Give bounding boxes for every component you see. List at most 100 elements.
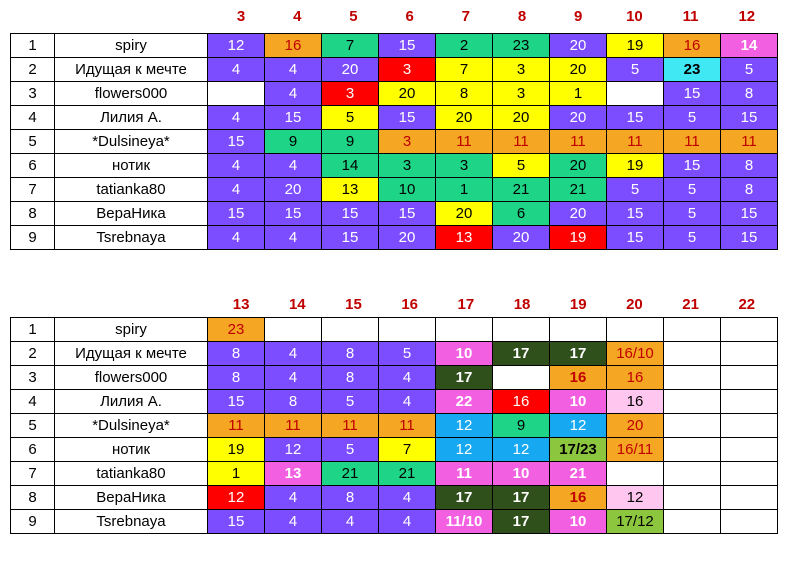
score-cell: 7 (435, 57, 493, 82)
player-name: tatianka80 (54, 177, 208, 202)
score-cell: 4 (378, 365, 436, 390)
score-cell: 20 (492, 225, 550, 250)
score-cell: 8 (321, 485, 379, 510)
score-cell: 1 (549, 81, 607, 106)
score-cell: 5 (663, 201, 721, 226)
score-cell: 21 (321, 461, 379, 486)
round-number: 12 (738, 8, 756, 25)
score-cell: 23 (492, 33, 550, 58)
score-cell (435, 317, 493, 342)
score-cell: 15 (321, 201, 379, 226)
round-number: 11 (682, 8, 699, 25)
score-cell: 8 (720, 177, 778, 202)
score-cell: 1 (207, 461, 265, 486)
row-number: 1 (10, 33, 55, 58)
score-cell: 1 (435, 177, 493, 202)
table-row: 4 Лилия А. 15 8 5 4 22 16 10 16 (10, 389, 778, 414)
score-cell: 4 (207, 225, 265, 250)
score-cell: 5 (321, 389, 379, 414)
player-name: Лилия А. (54, 105, 208, 130)
score-cell (663, 485, 721, 510)
round-number: 10 (626, 8, 643, 25)
score-cell (720, 437, 778, 462)
row-number: 8 (10, 485, 55, 510)
score-cell: 12 (549, 413, 607, 438)
player-name: spiry (54, 33, 208, 58)
round-number: 18 (513, 296, 531, 313)
player-name: flowers000 (54, 81, 208, 106)
score-cell (720, 317, 778, 342)
score-cell: 16 (264, 33, 322, 58)
round-number: 22 (738, 296, 756, 313)
score-cell: 4 (264, 57, 322, 82)
score-cell (663, 341, 721, 366)
score-cell: 16 (606, 389, 664, 414)
player-name: Идущая к мечте (54, 341, 208, 366)
score-cell: 12 (606, 485, 664, 510)
score-cell: 15 (606, 225, 664, 250)
row-number: 5 (10, 413, 55, 438)
score-cell: 11 (549, 129, 607, 154)
score-cell (492, 365, 550, 390)
score-cell: 17 (549, 341, 607, 366)
score-cell: 20 (264, 177, 322, 202)
score-cell: 15 (264, 105, 322, 130)
score-cell (378, 317, 436, 342)
score-cell (663, 389, 721, 414)
row-number: 4 (10, 389, 55, 414)
score-table-2: 1 spiry 23 2 Идущая к мечте 8 4 8 5 10 17 17 16/10 3 f… (10, 317, 778, 534)
score-cell: 9 (321, 129, 379, 154)
score-cell: 8 (435, 81, 493, 106)
score-cell: 5 (492, 153, 550, 178)
score-cell (663, 365, 721, 390)
score-cell: 17/23 (549, 437, 607, 462)
score-cell: 12 (207, 33, 265, 58)
score-cell: 19 (606, 153, 664, 178)
table-row: 7 tatianka80 4 20 13 10 1 21 21 5 5 8 (10, 177, 778, 202)
row-number: 3 (10, 365, 55, 390)
score-cell: 15 (663, 81, 721, 106)
score-cell: 20 (378, 81, 436, 106)
score-cell: 11 (492, 129, 550, 154)
round-number: 20 (626, 296, 643, 313)
row-number: 2 (10, 341, 55, 366)
score-cell: 10 (549, 509, 607, 534)
score-cell: 7 (321, 33, 379, 58)
score-cell: 8 (321, 341, 379, 366)
score-cell: 8 (207, 365, 265, 390)
score-cell: 9 (492, 413, 550, 438)
round-number: 21 (682, 296, 699, 313)
score-cell: 5 (378, 341, 436, 366)
score-cell: 20 (549, 153, 607, 178)
score-cell: 15 (720, 225, 778, 250)
score-cell (321, 317, 379, 342)
score-cell (606, 461, 664, 486)
score-cell: 4 (264, 341, 322, 366)
score-cell (606, 317, 664, 342)
score-cell: 15 (606, 201, 664, 226)
score-cell: 4 (321, 509, 379, 534)
score-cell (720, 509, 778, 534)
score-cell (663, 413, 721, 438)
player-name: ВераНика (54, 485, 208, 510)
player-name: Идущая к мечте (54, 57, 208, 82)
score-cell (663, 461, 721, 486)
score-cell: 15 (378, 201, 436, 226)
score-cell: 15 (264, 201, 322, 226)
round-number: 19 (569, 296, 587, 313)
score-cell: 5 (663, 225, 721, 250)
score-cell: 11 (207, 413, 265, 438)
player-name: tatianka80 (54, 461, 208, 486)
score-cell: 15 (720, 105, 778, 130)
score-cell: 11 (321, 413, 379, 438)
score-cell: 13 (264, 461, 322, 486)
score-cell: 14 (321, 153, 379, 178)
round-number: 13 (232, 296, 250, 313)
score-cell: 15 (207, 509, 265, 534)
score-cell: 17 (492, 509, 550, 534)
round-number: 6 (405, 8, 414, 25)
table-row: 5 *Dulsineya* 15 9 9 3 11 11 11 11 11 11 (10, 129, 778, 154)
row-number: 9 (10, 225, 55, 250)
score-cell: 6 (492, 201, 550, 226)
score-cell: 12 (435, 413, 493, 438)
